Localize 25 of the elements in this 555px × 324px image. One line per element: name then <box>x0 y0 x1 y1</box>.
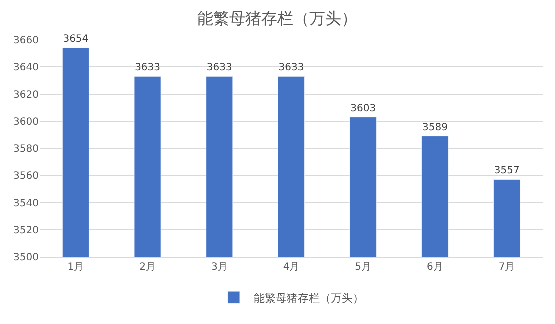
legend-label: 能繁母猪存栏（万头） <box>254 292 364 305</box>
x-tick-label: 4月 <box>283 262 300 273</box>
y-tick-label: 3560 <box>14 171 39 182</box>
x-tick-label: 1月 <box>68 262 84 273</box>
x-tick-label: 2月 <box>140 262 156 273</box>
y-tick-label: 3600 <box>14 116 39 128</box>
data-label: 3633 <box>206 62 232 74</box>
y-tick-label: 3660 <box>14 36 39 46</box>
data-label: 3589 <box>422 122 448 134</box>
chart-title: 能繁母猪存栏（万头） <box>198 9 358 28</box>
x-tick-label: 7月 <box>498 262 516 273</box>
x-tick-label: 3月 <box>211 262 228 273</box>
y-tick-label: 3540 <box>14 198 39 210</box>
data-label: 3633 <box>278 62 304 74</box>
y-tick-label: 3620 <box>14 90 39 101</box>
data-label: 3557 <box>494 166 520 177</box>
data-label: 3654 <box>63 34 89 46</box>
data-label: 3633 <box>135 62 161 74</box>
y-tick-label: 3640 <box>14 62 39 74</box>
x-tick-label: 5月 <box>355 262 372 273</box>
y-tick-label: 3520 <box>14 225 39 236</box>
data-label: 3603 <box>350 103 376 114</box>
x-tick-label: 6月 <box>427 262 444 273</box>
y-tick-label: 3580 <box>14 144 39 155</box>
y-tick-label: 3500 <box>14 252 39 264</box>
